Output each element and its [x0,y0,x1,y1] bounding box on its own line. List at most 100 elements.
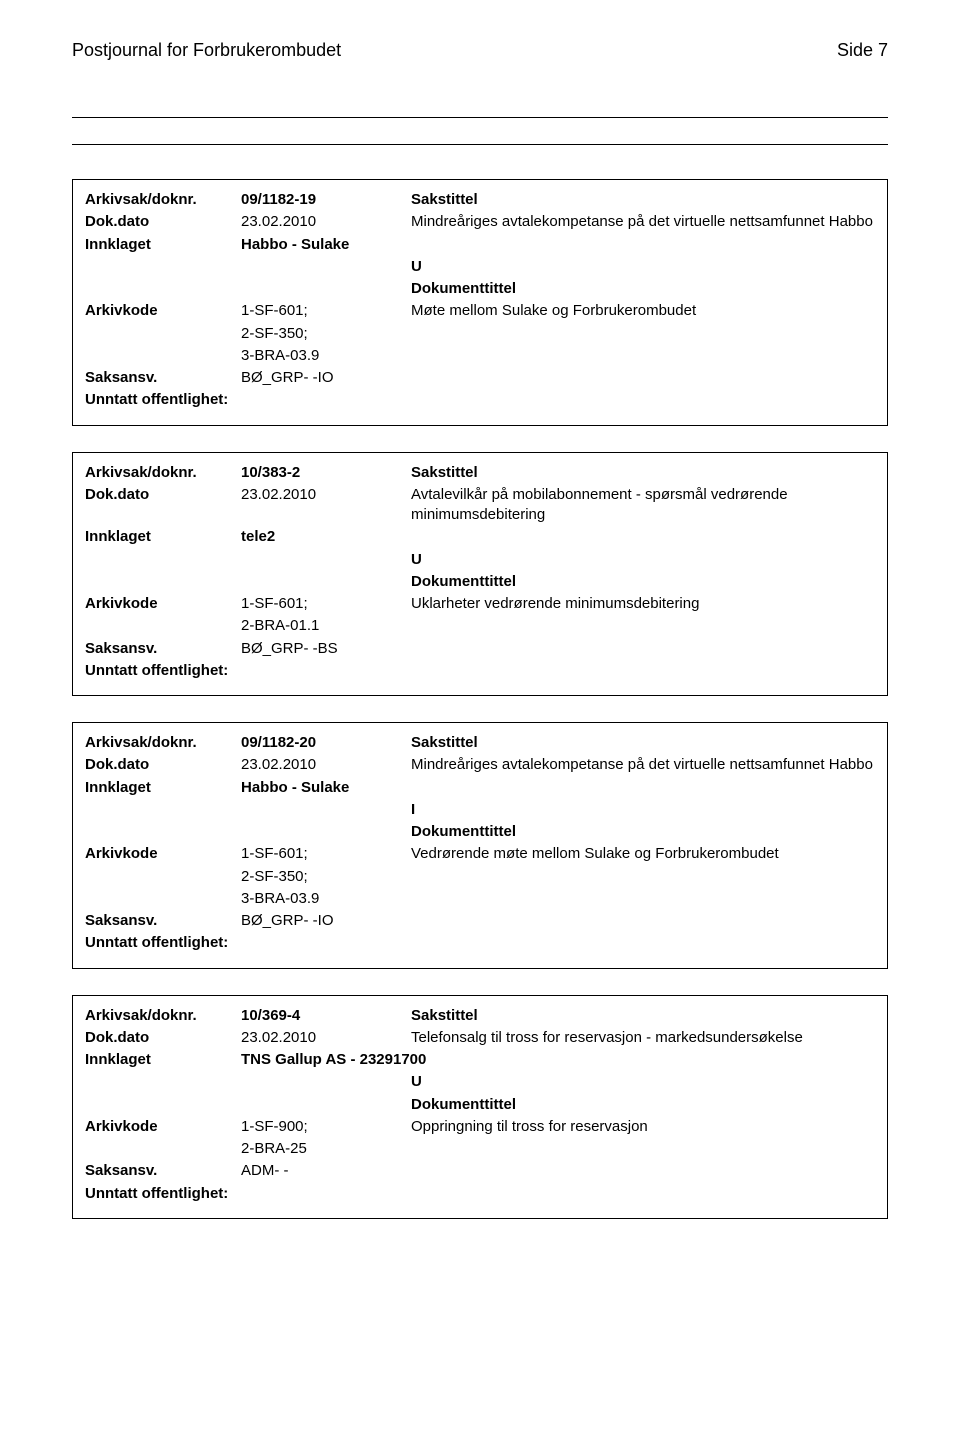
label-sakstittel: Sakstittel [411,1006,875,1026]
label-saksansv: Saksansv. [85,639,241,659]
value-direction: I [411,800,875,820]
value-arkivkode-line: 1-SF-601; [241,594,411,614]
record-row-arkivkode: 2-BRA-25 [85,1139,875,1159]
page-number: Side 7 [837,40,888,61]
record-row-direction: U [85,550,875,570]
value-sakstittel: Mindreåriges avtalekompetanse på det vir… [411,755,875,775]
value-arkivkode-line: 3-BRA-03.9 [241,346,411,366]
record-row-arkivkode: 2-SF-350; [85,324,875,344]
label-dokumenttittel: Dokumenttittel [411,572,875,592]
record-row-arkivkode: Arkivkode1-SF-601;Uklarheter vedrørende … [85,594,875,614]
value-dokdato: 23.02.2010 [241,1028,411,1048]
record-row-dokdato: Dok.dato23.02.2010Telefonsalg til tross … [85,1028,875,1048]
label-innklaget: Innklaget [85,1050,241,1070]
record-row-saksansv: Saksansv.BØ_GRP- -IO [85,911,875,931]
label-saksansv: Saksansv. [85,911,241,931]
label-dokumenttittel: Dokumenttittel [411,822,875,842]
record: Arkivsak/doknr.09/1182-20SakstittelDok.d… [72,722,888,969]
record-row-direction: U [85,1072,875,1092]
record-row-unntatt: Unntatt offentlighet: [85,1184,875,1204]
label-unntatt: Unntatt offentlighet: [85,1184,228,1204]
record-row-arkivkode: 2-BRA-01.1 [85,616,875,636]
record-row-unntatt: Unntatt offentlighet: [85,661,875,681]
label-arkivsak: Arkivsak/doknr. [85,190,241,210]
record-row-doktittel-label: Dokumenttittel [85,822,875,842]
record-row-doktittel-label: Dokumenttittel [85,1095,875,1115]
value-doknr: 09/1182-19 [241,190,411,210]
divider-line [72,117,888,118]
label-arkivkode: Arkivkode [85,844,241,864]
record-row-innklaget: Innklagettele2 [85,527,875,547]
label-dokdato: Dok.dato [85,485,241,505]
label-arkivkode: Arkivkode [85,1117,241,1137]
record-row-arkivkode: Arkivkode1-SF-601;Vedrørende møte mellom… [85,844,875,864]
header-rule [72,117,888,145]
value-dokdato: 23.02.2010 [241,755,411,775]
value-dokumenttittel: Uklarheter vedrørende minimumsdebitering [411,594,875,614]
label-arkivkode: Arkivkode [85,301,241,321]
label-dokumenttittel: Dokumenttittel [411,279,875,299]
record-row-direction: U [85,257,875,277]
value-arkivkode-line: 2-SF-350; [241,867,411,887]
value-dokumenttittel: Oppringning til tross for reservasjon [411,1117,875,1137]
record-row-doktittel-label: Dokumenttittel [85,279,875,299]
record-row-arkivkode: 3-BRA-03.9 [85,889,875,909]
record-row-arkivsak: Arkivsak/doknr.10/369-4Sakstittel [85,1006,875,1026]
record-row-innklaget: InnklagetHabbo - Sulake [85,778,875,798]
value-doknr: 10/383-2 [241,463,411,483]
value-arkivkode-line: 2-BRA-01.1 [241,616,411,636]
journal-title: Postjournal for Forbrukerombudet [72,40,341,61]
record-row-saksansv: Saksansv.BØ_GRP- -BS [85,639,875,659]
value-arkivkode-line: 1-SF-601; [241,301,411,321]
value-saksansv: BØ_GRP- -BS [241,639,411,659]
value-innklaget: tele2 [241,527,875,547]
record-row-dokdato: Dok.dato23.02.2010Mindreåriges avtalekom… [85,755,875,775]
record-row-arkivsak: Arkivsak/doknr.09/1182-19Sakstittel [85,190,875,210]
value-dokdato: 23.02.2010 [241,212,411,232]
value-dokumenttittel: Møte mellom Sulake og Forbrukerombudet [411,301,875,321]
record-row-dokdato: Dok.dato23.02.2010Avtalevilkår på mobila… [85,485,875,526]
label-unntatt: Unntatt offentlighet: [85,661,228,681]
record-row-direction: I [85,800,875,820]
label-dokumenttittel: Dokumenttittel [411,1095,875,1115]
record-row-arkivkode: Arkivkode1-SF-900;Oppringning til tross … [85,1117,875,1137]
record: Arkivsak/doknr.10/383-2SakstittelDok.dat… [72,452,888,697]
record-row-arkivkode: 3-BRA-03.9 [85,346,875,366]
value-saksansv: ADM- - [241,1161,411,1181]
records-list: Arkivsak/doknr.09/1182-19SakstittelDok.d… [72,179,888,1219]
record: Arkivsak/doknr.10/369-4SakstittelDok.dat… [72,995,888,1219]
record-row-arkivkode: 2-SF-350; [85,867,875,887]
value-saksansv: BØ_GRP- -IO [241,911,411,931]
label-dokdato: Dok.dato [85,755,241,775]
label-arkivsak: Arkivsak/doknr. [85,733,241,753]
value-innklaget: TNS Gallup AS - 23291700 [241,1050,875,1070]
value-arkivkode-line: 2-SF-350; [241,324,411,344]
record-row-doktittel-label: Dokumenttittel [85,572,875,592]
label-arkivsak: Arkivsak/doknr. [85,463,241,483]
record-row-unntatt: Unntatt offentlighet: [85,933,875,953]
record-row-innklaget: InnklagetHabbo - Sulake [85,235,875,255]
label-sakstittel: Sakstittel [411,733,875,753]
record-row-arkivsak: Arkivsak/doknr.09/1182-20Sakstittel [85,733,875,753]
value-sakstittel: Mindreåriges avtalekompetanse på det vir… [411,212,875,232]
record-row-saksansv: Saksansv.ADM- - [85,1161,875,1181]
value-arkivkode-line: 1-SF-900; [241,1117,411,1137]
record-row-arkivkode: Arkivkode1-SF-601;Møte mellom Sulake og … [85,301,875,321]
value-dokdato: 23.02.2010 [241,485,411,505]
value-direction: U [411,550,875,570]
label-arkivsak: Arkivsak/doknr. [85,1006,241,1026]
label-innklaget: Innklaget [85,235,241,255]
record-row-unntatt: Unntatt offentlighet: [85,390,875,410]
value-arkivkode-line: 1-SF-601; [241,844,411,864]
label-unntatt: Unntatt offentlighet: [85,933,228,953]
page: Postjournal for Forbrukerombudet Side 7 … [0,0,960,1440]
record-row-saksansv: Saksansv.BØ_GRP- -IO [85,368,875,388]
record-row-innklaget: InnklagetTNS Gallup AS - 23291700 [85,1050,875,1070]
value-direction: U [411,257,875,277]
label-arkivkode: Arkivkode [85,594,241,614]
record: Arkivsak/doknr.09/1182-19SakstittelDok.d… [72,179,888,426]
label-dokdato: Dok.dato [85,1028,241,1048]
value-innklaget: Habbo - Sulake [241,778,875,798]
label-sakstittel: Sakstittel [411,190,875,210]
value-arkivkode-line: 2-BRA-25 [241,1139,411,1159]
